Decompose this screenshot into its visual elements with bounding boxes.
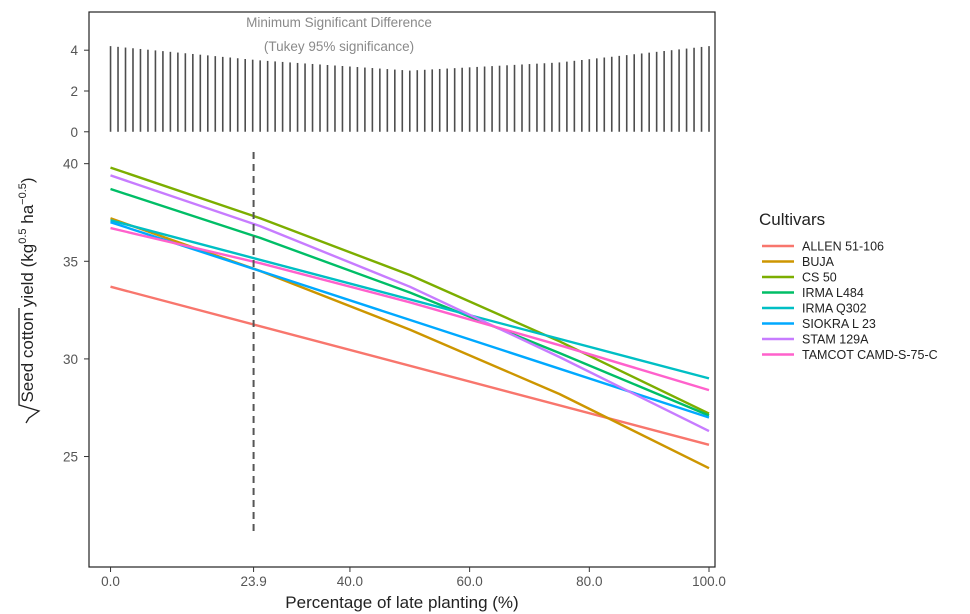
msd-title-line1: Minimum Significant Difference xyxy=(246,15,432,30)
x-tick-label: 100.0 xyxy=(692,574,726,589)
x-axis-title: Percentage of late planting (%) xyxy=(285,593,518,612)
series-line xyxy=(110,174,710,433)
legend-label: IRMA L484 xyxy=(802,286,864,300)
legend-item: IRMA L484 xyxy=(762,286,864,300)
y-tick-label: 30 xyxy=(63,352,78,367)
msd-y-tick-label: 0 xyxy=(70,125,78,140)
series-line xyxy=(110,187,710,417)
series-line xyxy=(110,166,710,415)
sqrt-symbol xyxy=(18,308,41,424)
y-axis-title-unit-close: ) xyxy=(18,177,37,183)
y-tick-label: 40 xyxy=(63,157,78,172)
legend-label: STAM 129A xyxy=(802,333,869,347)
legend-title: Cultivars xyxy=(759,210,825,229)
legend-label: TAMCOT CAMD-S-75-C xyxy=(802,348,938,362)
y-axis-title-unit-open: (kg xyxy=(18,244,37,268)
legend-label: CS 50 xyxy=(802,271,837,285)
legend-item: BUJA xyxy=(762,255,835,269)
plot-frame xyxy=(88,11,716,568)
legend-item: ALLEN 51-106 xyxy=(762,240,884,254)
x-tick-label: 23.9 xyxy=(240,574,266,589)
y-axis-title: Seed cotton yield (kg0.5 ha−0.5) xyxy=(17,177,41,424)
series-line xyxy=(110,217,710,470)
msd-y-tick-label: 4 xyxy=(70,43,78,58)
msd-bars xyxy=(109,46,710,132)
x-tick-label: 0.0 xyxy=(101,574,120,589)
y-axis-title-exp1: 0.5 xyxy=(17,228,29,243)
msd-title-line2: (Tukey 95% significance) xyxy=(264,39,414,54)
y-tick-label: 25 xyxy=(63,450,78,465)
y-axis-title-unit-mid: ha xyxy=(18,204,37,228)
msd-y-tick-label: 2 xyxy=(70,84,78,99)
series-line xyxy=(110,219,710,380)
x-tick-label: 60.0 xyxy=(456,574,482,589)
series-line xyxy=(110,226,710,392)
x-tick-label: 80.0 xyxy=(576,574,602,589)
legend-label: IRMA Q302 xyxy=(802,302,867,316)
legend-label: SIOKRA L 23 xyxy=(802,317,876,331)
series-line xyxy=(110,221,710,419)
legend-item: STAM 129A xyxy=(762,333,869,347)
legend-item: SIOKRA L 23 xyxy=(762,317,876,331)
legend-item: IRMA Q302 xyxy=(762,302,867,316)
legend-label: BUJA xyxy=(802,255,835,269)
series-line xyxy=(110,285,710,446)
y-axis-title-exp2: −0.5 xyxy=(17,183,29,205)
y-tick-label: 35 xyxy=(63,254,78,269)
legend-item: TAMCOT CAMD-S-75-C xyxy=(762,348,938,362)
legend-label: ALLEN 51-106 xyxy=(802,240,884,254)
svg-text:Seed cotton yield (kg0.5 ha−0: Seed cotton yield (kg0.5 ha−0.5) xyxy=(17,177,37,402)
msd-y-axis: 0 2 4 xyxy=(70,43,89,140)
legend-item: CS 50 xyxy=(762,271,837,285)
series-lines xyxy=(110,166,710,470)
y-axis-title-main: Seed cotton yield xyxy=(18,272,37,402)
y-axis: 25 30 35 40 xyxy=(63,157,89,465)
x-tick-label: 40.0 xyxy=(337,574,363,589)
x-axis: 0.0 23.9 40.0 60.0 80.0 100.0 xyxy=(101,567,726,589)
